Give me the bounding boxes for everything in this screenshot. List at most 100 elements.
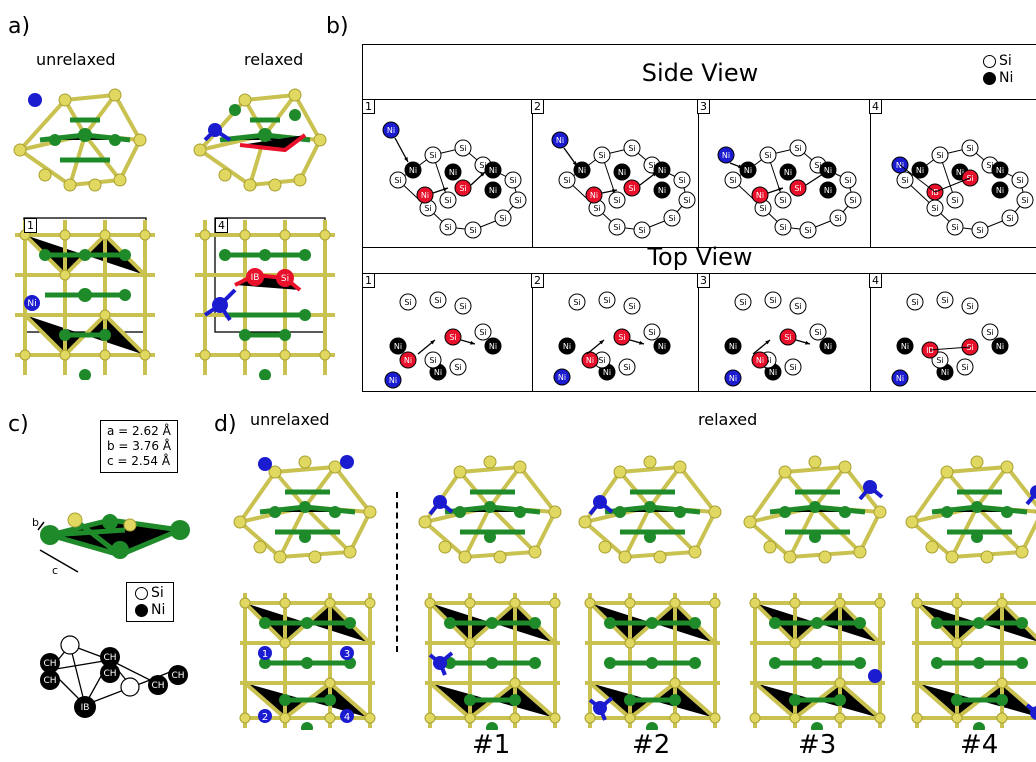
side-cell-3-index: 3 [697, 99, 710, 114]
si-atom: Si [734, 293, 752, 311]
si-moving-atom: Si [613, 328, 631, 346]
svg-text:Ni: Ni [434, 368, 442, 377]
ni-moving-atom: Ni [751, 186, 769, 204]
svg-text:Ni: Ni [409, 166, 417, 175]
svg-text:Si: Si [784, 333, 791, 342]
svg-text:Si: Si [814, 328, 821, 337]
svg-text:Ni: Ni [394, 342, 402, 351]
relaxed-side-cluster-2 [578, 455, 722, 564]
panel-a-relaxed-title: relaxed [244, 50, 304, 69]
panel-d-label: d) [214, 412, 237, 437]
ch-atom-label: CH [43, 676, 56, 686]
svg-text:Ni: Ni [578, 166, 586, 175]
si-atom-label: Si [281, 274, 289, 284]
side-cell-1: 1 [362, 99, 533, 247]
si-atom: Si [558, 171, 576, 189]
si-atom: Si [839, 171, 857, 189]
svg-text:Si: Si [603, 296, 610, 305]
si-atom: Si [809, 323, 827, 341]
ni-dopant-atom [28, 93, 42, 107]
si-atom: Si [784, 358, 802, 376]
relaxed-side-cluster-1 [418, 455, 562, 564]
ni-dopant-atom [433, 656, 447, 670]
ni-atom: Ni [573, 161, 591, 179]
svg-text:Si: Si [499, 214, 506, 223]
ni-atom: Ni [724, 337, 742, 355]
ni-dopant-atom [340, 709, 354, 723]
ni-legend-icon-c [135, 604, 148, 617]
svg-text:Ni: Ni [421, 191, 429, 200]
ni-dopant-atom [593, 495, 607, 509]
top-cell-4: 4 [869, 273, 1036, 391]
svg-text:Si: Si [638, 226, 645, 235]
svg-text:Si: Si [668, 214, 675, 223]
si-atom: Si [623, 297, 641, 315]
svg-text:Ni: Ni [489, 186, 497, 195]
ni-atom: Ni [389, 337, 407, 355]
si-atom: Si [971, 221, 989, 239]
panel-d-unrelaxed-title: unrelaxed [250, 410, 330, 429]
ni-atom: Ni [653, 161, 671, 179]
unrelaxed-relaxed-divider [396, 492, 398, 652]
svg-text:Ni: Ni [729, 374, 737, 383]
legend-si-label: Si [999, 53, 1012, 69]
si-atom: Si [424, 351, 442, 369]
site-label: 2 [262, 712, 268, 723]
si-legend-icon-c [135, 587, 148, 600]
svg-text:Si: Si [931, 204, 938, 213]
svg-text:Si: Si [469, 226, 476, 235]
svg-text:Si: Si [628, 184, 635, 193]
relaxed-side-cluster-3 [743, 455, 887, 564]
panel-b-label: b) [326, 14, 349, 39]
svg-text:Si: Si [563, 176, 570, 185]
svg-text:Ni: Ni [996, 166, 1004, 175]
svg-text:Si: Si [429, 151, 436, 160]
svg-text:Ni: Ni [784, 168, 792, 177]
si-atom: Si [1016, 191, 1034, 209]
ni-moving-atom: Ni [585, 186, 603, 204]
svg-text:Ni: Ni [658, 166, 666, 175]
svg-text:Ni: Ni [769, 368, 777, 377]
si-atom: Si [454, 139, 472, 157]
svg-text:Si: Si [598, 151, 605, 160]
ni-atom: Ni [484, 161, 502, 179]
site-label: 4 [344, 712, 350, 723]
panel-d-cluster-grid: 1 3 2 4 [233, 455, 1036, 730]
side-cell-4: 4 [869, 99, 1036, 247]
svg-text:Si: Si [683, 196, 690, 205]
svg-text:Ni: Ni [389, 376, 397, 385]
ni-dopant-atom: Ni [891, 369, 909, 387]
ni-atom: Ni [779, 163, 797, 181]
svg-text:Si: Si [769, 296, 776, 305]
si-moving-atom: Si [623, 179, 641, 197]
svg-text:Ni: Ni [824, 166, 832, 175]
ni-atom: Ni [819, 181, 837, 199]
ni-dopant-atom [258, 646, 272, 660]
si-atom: Si [961, 139, 979, 157]
svg-text:Si: Si [678, 176, 685, 185]
svg-text:Ni: Ni [558, 373, 566, 382]
svg-text:Ni: Ni [756, 356, 764, 365]
si-atom: Si [663, 209, 681, 227]
svg-text:Si: Si [648, 328, 655, 337]
lattice-parameters-box: a = 2.62 Å b = 3.76 Å c = 2.54 Å [100, 420, 179, 473]
ni-atom: Ni [404, 161, 422, 179]
svg-text:Si: Si [849, 196, 856, 205]
si-atom: Si [956, 358, 974, 376]
svg-text:Si: Si [459, 184, 466, 193]
side-view-cells: 1 2 3 4 [362, 99, 1036, 247]
svg-text:Si: Si [1021, 196, 1028, 205]
svg-text:Si: Si [623, 363, 630, 372]
param-a: a = 2.62 Å [107, 424, 171, 438]
ni-dopant-atom: Ni [551, 131, 569, 149]
si-atom: Si [764, 291, 782, 309]
arrow-b-label: b [32, 516, 39, 529]
svg-text:Si: Si [961, 363, 968, 372]
si-atom: Si [931, 146, 949, 164]
svg-text:Si: Si [966, 144, 973, 153]
svg-text:Ni: Ni [404, 356, 412, 365]
site-label: 1 [262, 649, 268, 660]
panel-c-schematic: CH CH CH CH IB CH CH [40, 635, 188, 718]
side-cell-1-index: 1 [362, 99, 375, 114]
